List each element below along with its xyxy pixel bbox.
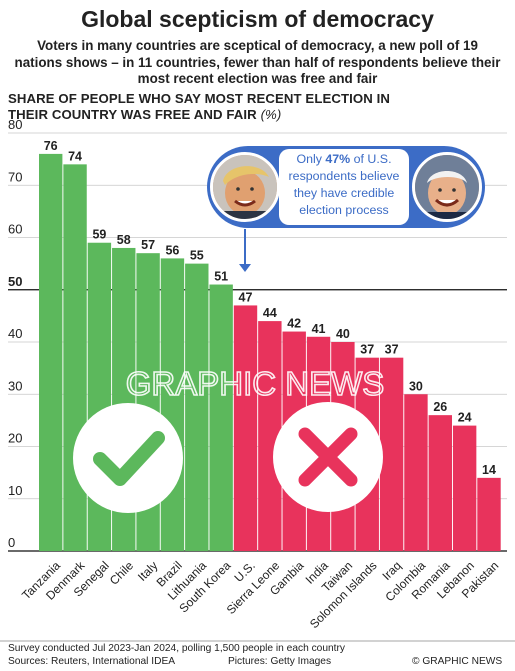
biden-face-icon — [415, 155, 479, 219]
footer-sources: Sources: Reuters, International IDEA — [8, 656, 176, 667]
y-tick-label: 40 — [8, 326, 22, 341]
data-label: 37 — [385, 343, 399, 357]
bar — [404, 394, 428, 551]
data-label: 47 — [239, 290, 253, 304]
watermark-text: GRAPHIC NEWS — [126, 365, 385, 402]
data-label: 26 — [433, 400, 447, 414]
data-label: 57 — [141, 238, 155, 252]
checkmark-circle — [73, 403, 183, 513]
data-label: 37 — [360, 343, 374, 357]
footer-note: Survey conducted Jul 2023-Jan 2024, poll… — [8, 643, 345, 654]
y-tick-label: 20 — [8, 431, 22, 446]
y-tick-label: 0 — [8, 535, 15, 550]
y-tick-label: 30 — [8, 378, 22, 393]
y-axis-unit: (%) — [260, 107, 282, 122]
data-label: 14 — [482, 463, 496, 477]
chart-title: Global scepticism of democracy — [81, 6, 434, 32]
data-label: 51 — [214, 270, 228, 284]
data-label: 58 — [117, 233, 131, 247]
bar — [379, 357, 404, 551]
data-label: 30 — [409, 379, 423, 393]
footer-pictures: Pictures: Getty Images — [228, 656, 332, 667]
bar — [63, 164, 87, 551]
data-label: 74 — [68, 149, 82, 163]
value-labels: 76 74 59 58 57 56 55 51 47 44 42 41 40 37 37 30 26 24 14 — [44, 139, 496, 477]
callout-pointer-arrow — [239, 264, 251, 272]
callout-suffix: of U.S. respondents believe they have cr… — [288, 152, 400, 217]
cross-icon — [298, 427, 358, 487]
checkmark-icon — [93, 431, 165, 486]
bar — [477, 477, 501, 551]
y-axis-title: SHARE OF PEOPLE WHO SAY MOST RECENT ELEC… — [8, 91, 428, 123]
bar — [452, 425, 477, 551]
y-tick-label: 50 — [8, 274, 22, 289]
category-label: Chile — [107, 558, 136, 587]
y-tick-label: 80 — [8, 117, 22, 132]
callout-text: Only 47% of U.S. respondents believe the… — [282, 151, 406, 219]
y-tick-label: 70 — [8, 169, 22, 184]
callout-prefix: Only — [296, 152, 326, 166]
bar — [160, 258, 185, 551]
data-label: 40 — [336, 327, 350, 341]
footer-credit: © GRAPHIC NEWS — [412, 656, 503, 667]
data-label: 56 — [165, 243, 179, 257]
bar — [428, 415, 452, 551]
bar — [209, 284, 233, 551]
bar — [185, 263, 209, 551]
y-axis-title-text: SHARE OF PEOPLE WHO SAY MOST RECENT ELEC… — [8, 91, 391, 122]
y-axis-ticks: 0 10 20 30 40 50 60 70 80 — [8, 117, 22, 550]
bar — [39, 153, 63, 551]
watermark: GRAPHIC NEWS — [125, 364, 385, 403]
trump-photo — [210, 152, 280, 222]
symbols — [73, 402, 383, 513]
data-label: 42 — [287, 317, 301, 331]
data-label: 44 — [263, 306, 277, 320]
chart-subtitle: Voters in many countries are sceptical o… — [14, 38, 501, 86]
bar — [258, 321, 282, 551]
us-callout: Only 47% of U.S. respondents believe the… — [207, 146, 485, 228]
trump-face-icon — [213, 155, 277, 219]
callout-highlight: 47% — [325, 152, 351, 166]
y-tick-label: 10 — [8, 483, 22, 498]
biden-photo — [412, 152, 482, 222]
data-label: 55 — [190, 249, 204, 263]
bar — [233, 305, 258, 551]
data-label: 59 — [92, 228, 106, 242]
y-tick-label: 60 — [8, 222, 22, 237]
data-label: 41 — [312, 322, 326, 336]
data-label: 76 — [44, 139, 58, 153]
category-labels: TanzaniaDenmarkSenegalChileItalyBrazilLi… — [19, 558, 501, 631]
data-label: 24 — [458, 411, 472, 425]
callout-text-box — [279, 149, 409, 225]
